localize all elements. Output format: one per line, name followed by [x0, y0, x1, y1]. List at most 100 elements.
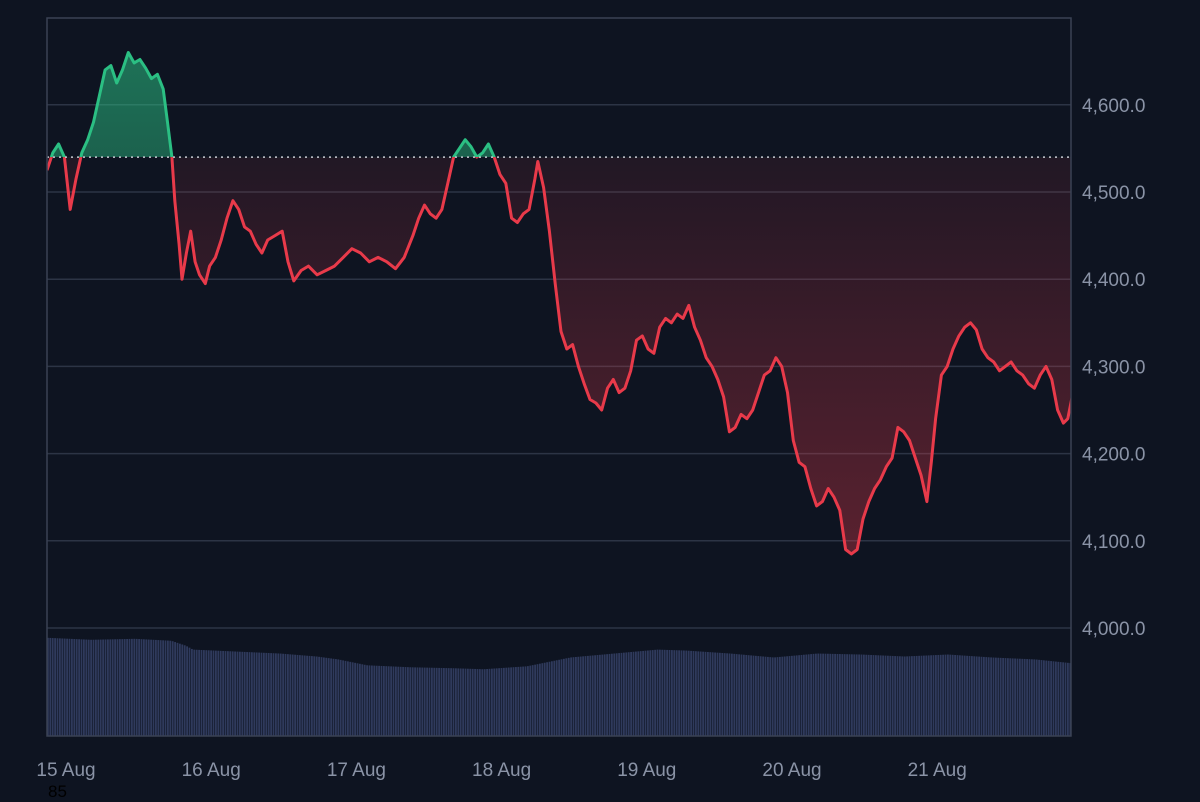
volume-bar: [505, 667, 508, 736]
volume-bar: [61, 638, 64, 736]
volume-bar: [488, 668, 491, 736]
volume-bar: [692, 651, 695, 736]
volume-bar: [200, 649, 203, 736]
area-below-baseline: [47, 157, 1071, 554]
volume-bar: [896, 656, 899, 736]
x-tick-label: 18 Aug: [472, 760, 531, 781]
volume-bar: [853, 654, 856, 736]
volume-bar: [615, 653, 618, 736]
volume-bar: [121, 639, 124, 736]
volume-bar: [486, 668, 488, 736]
volume-bar: [543, 662, 546, 736]
volume-bar: [531, 665, 534, 736]
volume-bar: [133, 638, 136, 736]
volume-bar: [1007, 658, 1009, 736]
volume-bar: [320, 657, 323, 736]
volume-bar: [464, 668, 467, 736]
volume-bar: [366, 665, 368, 736]
volume-bar: [548, 661, 551, 736]
volume-bar: [287, 654, 289, 736]
volume-bar: [647, 650, 649, 736]
volume-bar: [428, 667, 431, 736]
volume-bar: [299, 655, 301, 736]
volume-bar: [971, 656, 973, 736]
volume-bar: [726, 653, 728, 736]
volume-bar: [671, 650, 673, 736]
volume-bar: [954, 654, 956, 736]
volume-bar: [111, 639, 114, 736]
volume-bar: [155, 639, 157, 736]
volume-bar: [519, 666, 522, 736]
volume-bar: [935, 655, 937, 736]
volume-bar: [870, 654, 872, 736]
volume-bar: [704, 651, 707, 736]
volume-bar: [251, 652, 253, 736]
volume-bar: [51, 638, 54, 736]
volume-bar: [1057, 661, 1060, 736]
y-tick-label: 4,300.0: [1082, 357, 1145, 378]
volume-bar: [596, 655, 599, 736]
volume-bar: [409, 667, 412, 736]
volume-bar: [217, 650, 220, 736]
volume-bar: [606, 654, 608, 736]
volume-bar: [553, 660, 556, 736]
volume-bar: [1028, 659, 1031, 736]
volume-bar: [265, 652, 268, 736]
volume-bar: [973, 656, 976, 736]
volume-bar: [207, 650, 210, 736]
volume-bar: [1052, 661, 1055, 736]
volume-bar: [253, 652, 256, 736]
volume-bar: [899, 656, 901, 736]
volume-bar: [445, 668, 448, 736]
volume-bar: [539, 663, 541, 736]
volume-bar: [479, 669, 481, 736]
volume-bar: [469, 668, 472, 736]
volume-bar: [565, 658, 568, 736]
volume-bar: [815, 653, 817, 736]
volume-bar: [575, 656, 577, 736]
volume-bar: [908, 656, 911, 736]
volume-bar: [195, 649, 198, 736]
volume-bar: [891, 655, 894, 736]
volume-bar: [918, 655, 920, 736]
volume-bar: [323, 657, 325, 736]
volume-bar: [356, 663, 359, 736]
volume-bar: [776, 657, 779, 736]
volume-bar: [90, 639, 92, 736]
volume-bar: [997, 657, 1000, 736]
volume-bar: [587, 655, 589, 736]
volume-bar: [555, 660, 558, 736]
y-tick-label: 4,600.0: [1082, 96, 1145, 117]
volume-bar: [85, 639, 88, 736]
volume-bar: [1021, 658, 1024, 736]
volume-bar: [231, 651, 234, 736]
volume-bar: [817, 653, 820, 736]
volume-bar: [887, 655, 889, 736]
volume-bar: [819, 653, 822, 736]
volume-bar: [731, 653, 733, 736]
volume-bar: [951, 654, 954, 736]
volume-bar: [733, 653, 736, 736]
volume-bar: [157, 640, 160, 736]
volume-bar: [1002, 657, 1004, 736]
volume-bar: [762, 656, 764, 736]
volume-bar: [882, 655, 884, 736]
volume-bar: [659, 649, 661, 736]
volume-bar: [392, 666, 395, 736]
volume-bar: [1038, 659, 1040, 736]
volume-bar: [455, 668, 457, 736]
volume-bar: [920, 655, 923, 736]
volume-bar: [414, 667, 416, 736]
volume-bar: [577, 656, 580, 736]
volume-bar: [937, 654, 940, 736]
volume-bar: [224, 651, 227, 736]
y-tick-label: 4,200.0: [1082, 445, 1145, 466]
volume-bar: [495, 668, 498, 736]
volume-bar: [536, 664, 539, 736]
volume-bar: [961, 655, 964, 736]
volume-bars: [47, 637, 1072, 736]
volume-bar: [368, 665, 371, 736]
volume-bar: [949, 654, 952, 736]
volume-bar: [913, 656, 916, 736]
volume-bar: [846, 654, 848, 736]
